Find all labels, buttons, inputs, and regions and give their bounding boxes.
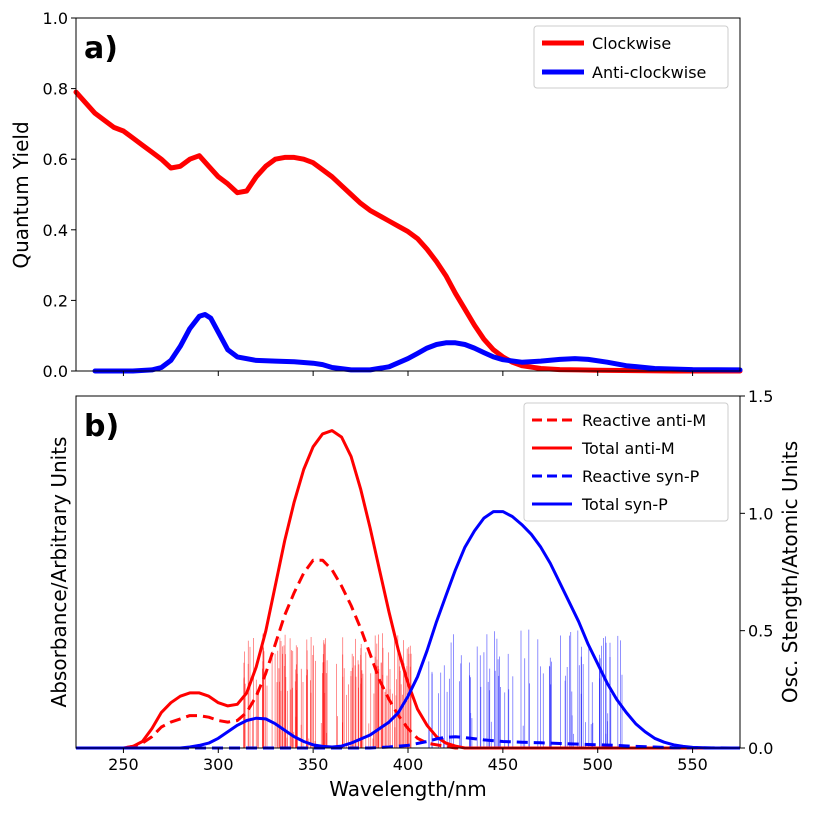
y-tick-label: 0.4 bbox=[43, 221, 68, 240]
y2-tick-label: 0.0 bbox=[748, 739, 773, 758]
panel-b-oscillator-sticks bbox=[243, 629, 623, 748]
legend-reactive-syn-p-label: Reactive syn-P bbox=[582, 467, 700, 486]
panel-a-lines bbox=[73, 89, 743, 374]
panel-b-right-y-axis-label: Osc. Stength/Atomic Units bbox=[778, 441, 802, 703]
x-tick-label: 300 bbox=[203, 755, 234, 774]
panel-b-legend-frame bbox=[523, 402, 729, 522]
legend-reactive-anti-m-label: Reactive anti-M bbox=[582, 411, 706, 430]
panel-a-legend: Clockwise Anti-clockwise bbox=[533, 25, 729, 89]
x-tick-label: 250 bbox=[108, 755, 139, 774]
x-tick-label: 450 bbox=[488, 755, 519, 774]
x-tick-label: 350 bbox=[298, 755, 329, 774]
series-line-reactive-syn-p bbox=[76, 735, 741, 750]
y-tick-label: 0.6 bbox=[43, 150, 68, 169]
y2-tick-label: 1.5 bbox=[748, 387, 773, 406]
y-tick-label: 1.0 bbox=[43, 9, 68, 28]
legend-total-syn-p-label: Total syn-P bbox=[581, 495, 668, 514]
panel-a-y-axis-label: Quantum Yield bbox=[9, 121, 33, 268]
panel-a: 0.0 0.2 0.4 0.6 0.8 1.0 a) Quantum Yield Cloc… bbox=[9, 9, 743, 381]
x-tick-label: 550 bbox=[677, 755, 708, 774]
y2-tick-label: 1.0 bbox=[748, 504, 773, 523]
series-line-total-syn-p bbox=[76, 510, 740, 750]
panel-b-legend: Reactive anti-M Total anti-M Reactive sy… bbox=[523, 402, 729, 522]
panel-b-y-axis-label: Absorbance/Arbitrary Units bbox=[47, 437, 71, 708]
x-tick-label: 500 bbox=[582, 755, 613, 774]
panel-b: 250 300 350 400 450 500 550 0.0 0.5 1.0 1.5 b) Ab… bbox=[47, 387, 802, 801]
y2-tick-label: 0.5 bbox=[748, 622, 773, 641]
y-tick-label: 0.0 bbox=[43, 362, 68, 381]
panel-a-x-ticks bbox=[122, 371, 694, 376]
panel-b-x-ticks: 250 300 350 400 450 500 550 bbox=[108, 748, 708, 774]
panel-b-label: b) bbox=[84, 409, 119, 444]
x-axis-label: Wavelength/nm bbox=[329, 777, 487, 801]
legend-total-anti-m-label: Total anti-M bbox=[581, 439, 675, 458]
panel-a-y-ticks: 0.0 0.2 0.4 0.6 0.8 1.0 bbox=[43, 9, 76, 381]
y-tick-label: 0.8 bbox=[43, 80, 68, 99]
panel-a-label: a) bbox=[84, 31, 118, 66]
y-tick-label: 0.2 bbox=[43, 291, 68, 310]
x-tick-label: 400 bbox=[393, 755, 424, 774]
legend-clockwise-label: Clockwise bbox=[592, 34, 671, 53]
panel-b-right-y-ticks: 0.0 0.5 1.0 1.5 bbox=[740, 387, 773, 758]
series-line-anti-clockwise bbox=[92, 312, 743, 374]
legend-anticlockwise-label: Anti-clockwise bbox=[592, 63, 706, 82]
